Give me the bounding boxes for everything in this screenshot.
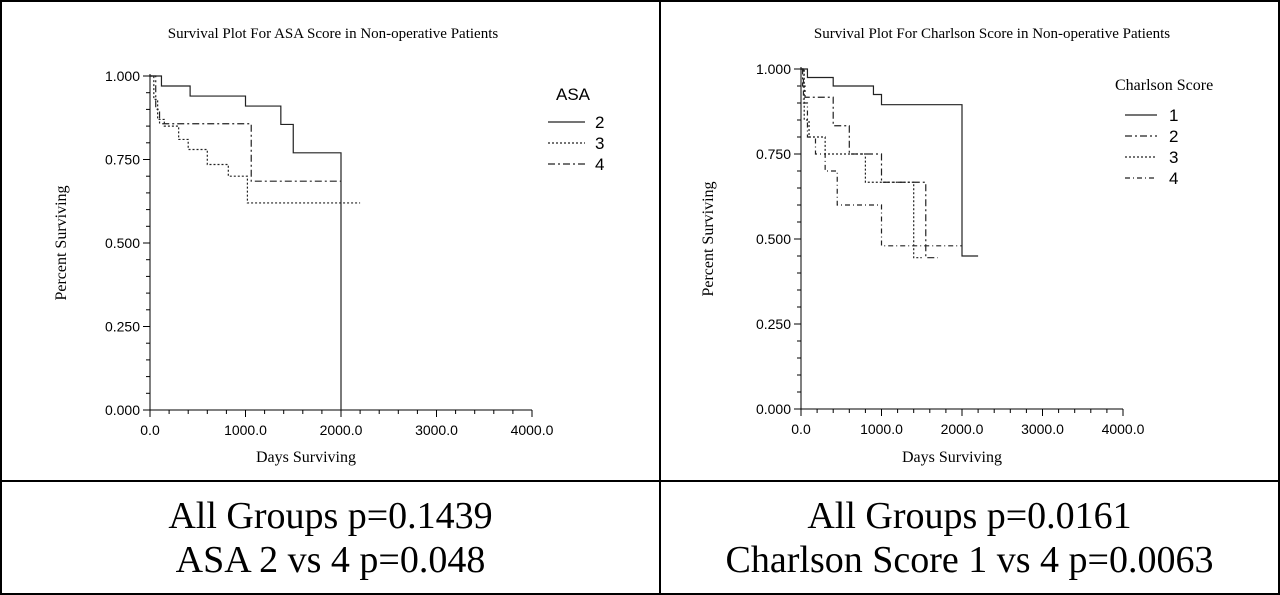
charlson-legend-label-4: 4 (1169, 169, 1178, 188)
charlson-x-tick-label: 2000.0 (941, 421, 984, 437)
charlson-series-1-line (801, 68, 979, 257)
asa-y-tick-label: 1.000 (105, 68, 140, 84)
asa-x-axis-label: Days Surviving (256, 449, 356, 466)
asa-x-tick-label: 2000.0 (320, 422, 363, 438)
asa-caption-line1: All Groups p=0.1439 (168, 494, 493, 537)
asa-x-tick-label: 1000.0 (224, 422, 267, 438)
charlson-caption: All Groups p=0.0161 Charlson Score 1 vs … (661, 482, 1278, 593)
charlson-x-tick-label: 3000.0 (1021, 421, 1064, 437)
asa-x-tick-label: 0.0 (140, 422, 160, 438)
charlson-caption-line1: All Groups p=0.0161 (807, 494, 1132, 537)
charlson-series-2-line (801, 68, 938, 259)
charlson-survival-panel: Survival Plot For Charlson Score in Non-… (661, 2, 1278, 480)
asa-y-tick-label: 0.500 (105, 235, 140, 251)
charlson-series-3-line (801, 68, 922, 259)
charlson-y-tick-label: 0.500 (756, 231, 791, 247)
charlson-legend-label-2: 2 (1169, 127, 1178, 146)
charlson-y-tick-label: 0.250 (756, 316, 791, 332)
asa-series-3-line (150, 75, 361, 204)
asa-series-4-line (150, 75, 341, 182)
charlson-series-4-line (801, 68, 962, 247)
asa-y-tick-label: 0.250 (105, 319, 140, 335)
charlson-x-tick-label: 4000.0 (1102, 421, 1145, 437)
panel-divider-horizontal (0, 480, 1280, 482)
charlson-legend-label-1: 1 (1169, 106, 1178, 125)
asa-survival-chart: Survival Plot For ASA Score in Non-opera… (53, 26, 604, 466)
charlson-survival-chart: Survival Plot For Charlson Score in Non-… (700, 26, 1213, 466)
asa-legend-label-4: 4 (595, 155, 604, 174)
charlson-x-axis-label: Days Surviving (902, 449, 1002, 466)
charlson-x-tick-label: 1000.0 (860, 421, 903, 437)
asa-y-tick-label: 0.750 (105, 152, 140, 168)
asa-x-tick-label: 4000.0 (511, 422, 554, 438)
asa-legend-label-3: 3 (595, 134, 604, 153)
asa-y-tick-label: 0.000 (105, 402, 140, 418)
charlson-chart-title: Survival Plot For Charlson Score in Non-… (814, 26, 1170, 42)
asa-chart-title: Survival Plot For ASA Score in Non-opera… (168, 26, 499, 42)
charlson-y-tick-label: 1.000 (756, 61, 791, 77)
asa-y-axis-label: Percent Surviving (53, 185, 70, 300)
charlson-x-tick-label: 0.0 (791, 421, 811, 437)
asa-survival-panel: Survival Plot For ASA Score in Non-opera… (2, 2, 659, 480)
asa-legend-label-2: 2 (595, 113, 604, 132)
charlson-legend-label-3: 3 (1169, 148, 1178, 167)
asa-caption: All Groups p=0.1439 ASA 2 vs 4 p=0.048 (2, 482, 659, 593)
asa-caption-line2: ASA 2 vs 4 p=0.048 (175, 538, 486, 581)
asa-x-tick-label: 3000.0 (415, 422, 458, 438)
asa-series-2-line (150, 75, 342, 410)
charlson-y-tick-label: 0.750 (756, 146, 791, 162)
charlson-caption-line2: Charlson Score 1 vs 4 p=0.0063 (725, 538, 1214, 581)
panel-divider-vertical (659, 0, 661, 595)
charlson-y-axis-label: Percent Surviving (700, 181, 717, 296)
asa-legend-title: ASA (556, 85, 591, 104)
charlson-y-tick-label: 0.000 (756, 401, 791, 417)
charlson-legend-title: Charlson Score (1115, 77, 1213, 94)
